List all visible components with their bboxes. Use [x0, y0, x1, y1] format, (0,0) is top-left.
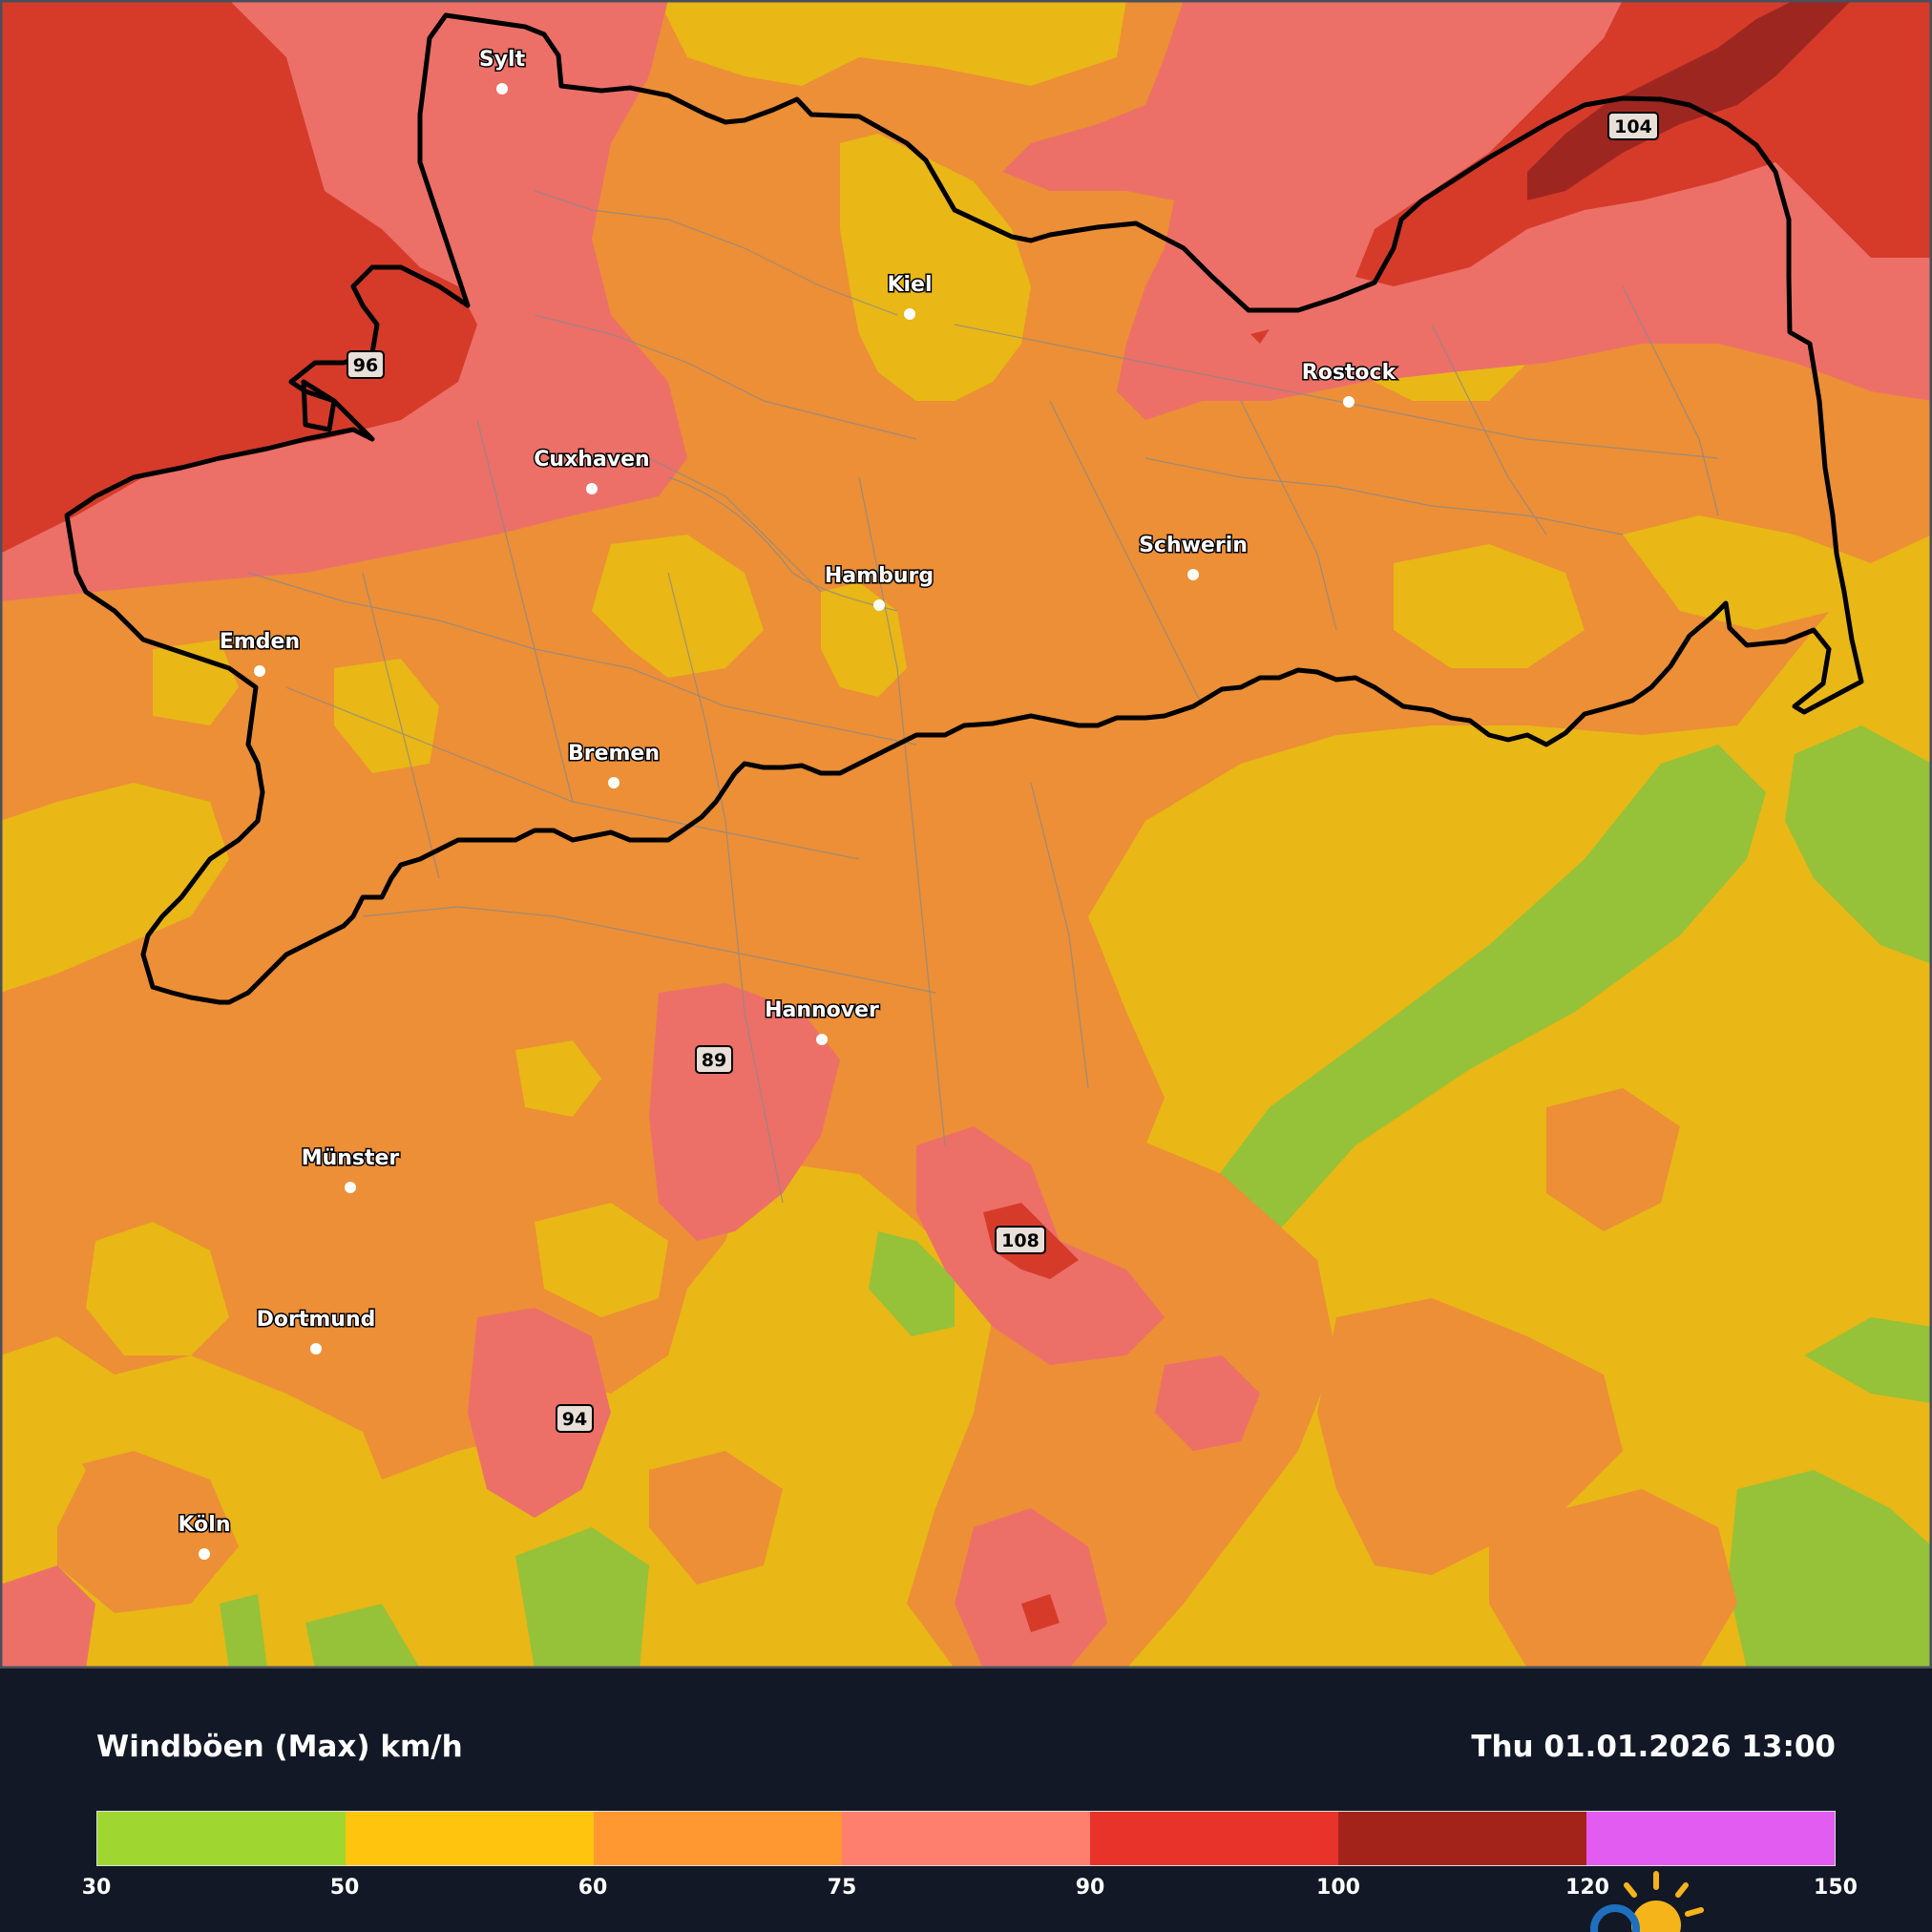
colorbar-segment-50-60 [346, 1812, 594, 1865]
svg-text:89: 89 [702, 1050, 726, 1071]
max-badge-89: 89 [695, 1045, 733, 1074]
svg-text:104: 104 [1614, 116, 1652, 137]
city-dot-koeln [199, 1548, 210, 1560]
weather-logo-icon [1590, 1871, 1704, 1932]
city-label-koeln: Köln [178, 1513, 231, 1537]
colorbar-segment-120-150 [1586, 1812, 1835, 1865]
max-badge-108: 108 [995, 1226, 1046, 1254]
city-dot-bremen [608, 777, 620, 788]
forecast-datetime: Thu 01.01.2026 13:00 [1471, 1730, 1836, 1764]
max-value-badges: 96 104 89 108 94 [346, 112, 1659, 1433]
tick-label: 90 [1075, 1876, 1105, 1900]
city-dot-sylt [496, 83, 508, 94]
tick-label: 30 [81, 1876, 112, 1900]
tick-label: 120 [1565, 1876, 1609, 1900]
colorbar-segment-100-120 [1338, 1812, 1586, 1865]
tick-label: 75 [827, 1876, 857, 1900]
gust-zone-90-100 [0, 0, 1932, 1632]
svg-text:94: 94 [562, 1409, 587, 1430]
max-badge-96: 96 [346, 350, 385, 379]
city-dot-muenster [345, 1182, 356, 1193]
state-border-inner [301, 379, 337, 432]
city-dot-emden [254, 665, 265, 677]
city-markers: Sylt Kiel Rostock Cuxhaven Schwerin Hamb… [177, 47, 1398, 1560]
city-dot-hamburg [873, 599, 885, 611]
city-label-schwerin: Schwerin [1139, 534, 1248, 557]
tick-label: 60 [578, 1876, 608, 1900]
max-badge-104: 104 [1607, 112, 1659, 140]
colorbar-segment-60-75 [594, 1812, 842, 1865]
colorbar-ticks: 30 50 60 75 90 100 120 150 [0, 1876, 1932, 1904]
city-dot-dortmund [310, 1343, 322, 1354]
svg-text:108: 108 [1001, 1230, 1040, 1251]
max-badge-94: 94 [556, 1404, 594, 1433]
colorbar-segment-75-90 [842, 1812, 1090, 1865]
city-dot-rostock [1343, 396, 1354, 408]
legend-panel [0, 1669, 1932, 1932]
city-label-emden: Emden [220, 630, 300, 654]
colorbar-segment-90-100 [1090, 1812, 1338, 1865]
city-dot-schwerin [1187, 569, 1199, 580]
tick-label: 150 [1814, 1876, 1858, 1900]
wind-gust-map[interactable]: Sylt Kiel Rostock Cuxhaven Schwerin Hamb… [0, 0, 1932, 1669]
legend-title: Windböen (Max) km/h [96, 1730, 463, 1764]
svg-text:96: 96 [353, 355, 378, 376]
city-label-sylt: Sylt [479, 48, 526, 72]
city-label-kiel: Kiel [887, 273, 932, 297]
city-label-rostock: Rostock [1302, 361, 1397, 385]
city-dot-hannover [816, 1034, 828, 1045]
city-label-muenster: Münster [302, 1146, 400, 1170]
city-dot-cuxhaven [586, 483, 598, 494]
city-label-dortmund: Dortmund [257, 1308, 376, 1332]
colorbar [96, 1811, 1836, 1866]
city-label-cuxhaven: Cuxhaven [534, 448, 649, 472]
gust-zone-100-120 [1527, 0, 1852, 200]
city-dot-kiel [904, 308, 915, 320]
district-boundaries [247, 190, 1719, 1204]
colorbar-segment-30-50 [97, 1812, 346, 1865]
city-label-bremen: Bremen [568, 742, 660, 766]
map-frame [0, 0, 1932, 1669]
city-label-hannover: Hannover [765, 998, 879, 1022]
gust-zone-30-50 [220, 725, 1932, 1669]
tick-label: 50 [329, 1876, 360, 1900]
tick-label: 100 [1316, 1876, 1360, 1900]
state-border [64, 12, 1864, 1005]
city-label-hamburg: Hamburg [825, 564, 934, 588]
